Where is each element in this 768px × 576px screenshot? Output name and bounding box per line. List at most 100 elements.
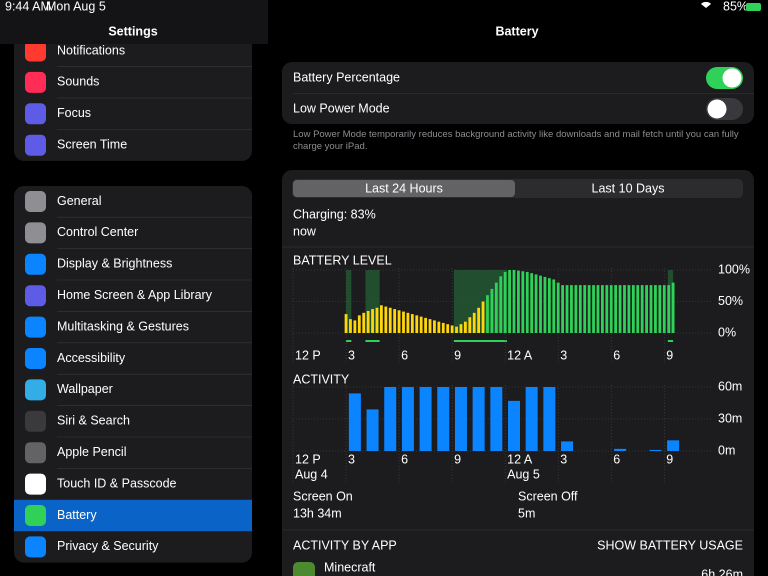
y-tick-label: 30m	[718, 411, 742, 425]
bar	[494, 282, 498, 333]
bar	[459, 324, 463, 333]
bar	[371, 309, 374, 333]
sidebar-item-label[interactable]: Sounds	[57, 75, 99, 89]
segment-selected	[293, 180, 515, 197]
sidebar-item-label[interactable]: Touch ID & Passcode	[57, 476, 177, 490]
bar	[503, 271, 507, 333]
x-tick-label: 12 A	[507, 452, 533, 466]
status-battery: 85%	[723, 0, 748, 13]
bar	[543, 387, 556, 451]
sidebar-icon	[25, 222, 46, 244]
bar	[477, 307, 481, 333]
bar	[618, 285, 622, 333]
bar	[349, 319, 352, 333]
charging-shade	[346, 270, 352, 333]
bar	[357, 315, 361, 333]
sidebar-item-label[interactable]: Battery	[57, 508, 97, 522]
bar	[481, 301, 485, 333]
screen-usage-label: Screen Off	[518, 489, 578, 503]
low-power-note: Low Power Mode temporarily reduces backg…	[293, 129, 739, 152]
bar	[636, 285, 640, 333]
bar	[614, 448, 627, 451]
bar	[486, 295, 489, 333]
sidebar-item-label[interactable]: Multitasking & Gestures	[57, 319, 189, 333]
sidebar-icon	[25, 536, 46, 558]
app-name: Minecraft	[324, 560, 376, 574]
sidebar-item-label[interactable]: Home Screen & App Library	[57, 288, 213, 302]
bar	[565, 285, 569, 333]
sidebar-item-label[interactable]: Apple Pencil	[57, 445, 127, 459]
toggle-knob	[722, 68, 742, 88]
bar	[654, 285, 657, 333]
sidebar-icon	[25, 379, 46, 401]
sidebar-item-label[interactable]: General	[57, 194, 101, 208]
bar	[410, 314, 414, 333]
bar	[552, 279, 556, 333]
segment-label[interactable]: Last 24 Hours	[365, 181, 443, 195]
y-tick-label: 100%	[718, 262, 750, 276]
bar	[454, 387, 467, 451]
sidebar-item-label[interactable]: Privacy & Security	[57, 539, 159, 553]
bar	[499, 276, 503, 333]
bar	[450, 325, 454, 333]
charging-shade	[453, 270, 507, 333]
sidebar-item-label[interactable]: Wallpaper	[57, 382, 113, 396]
bar	[468, 317, 472, 333]
sidebar-item-label[interactable]: Screen Time	[57, 137, 127, 151]
sidebar-item-label[interactable]: Focus	[57, 106, 91, 120]
segment-label[interactable]: Last 10 Days	[592, 181, 665, 195]
sidebar-item-label[interactable]: Accessibility	[57, 351, 126, 365]
x-tick-label: 3	[348, 452, 355, 466]
charging-marker	[453, 340, 507, 342]
bar	[348, 393, 361, 451]
sidebar-icon	[25, 316, 46, 338]
bar	[658, 285, 662, 333]
x-tick-label: 3	[560, 452, 567, 466]
bar	[525, 387, 538, 451]
sidebar-item-label[interactable]: Siri & Search	[57, 414, 130, 428]
x-tick-label: 6	[613, 452, 620, 466]
x-tick-label: 9	[666, 348, 673, 362]
sidebar-item-label[interactable]: Display & Brightness	[57, 257, 172, 271]
sidebar-item-label[interactable]: Control Center	[57, 225, 138, 239]
bar	[645, 285, 648, 333]
bar	[623, 285, 626, 333]
sidebar-icon	[25, 191, 46, 212]
x-tick-label: 12 P	[295, 452, 321, 466]
bar	[455, 326, 458, 333]
bar	[415, 315, 419, 333]
bar	[441, 322, 445, 333]
sidebar-item-label[interactable]: Notifications	[57, 43, 125, 57]
bar	[388, 307, 392, 333]
sidebar-header	[0, 0, 268, 44]
y-tick-label: 0m	[718, 443, 735, 457]
bar	[401, 387, 414, 451]
bar	[379, 305, 383, 333]
selected-row	[14, 499, 252, 532]
x-tick-label: 12 P	[295, 348, 321, 362]
chart-title: BATTERY LEVEL	[293, 253, 392, 267]
bar	[508, 270, 511, 333]
app-time: 6h 26m	[701, 567, 743, 576]
bar	[631, 285, 635, 333]
y-tick-label: 0%	[718, 325, 736, 339]
bar	[574, 285, 578, 333]
bar	[596, 285, 600, 333]
x-tick-label: 12 A	[507, 348, 533, 362]
show-usage-link[interactable]: SHOW BATTERY USAGE	[597, 538, 743, 552]
charging-marker	[365, 340, 380, 342]
toggle-label: Battery Percentage	[293, 70, 400, 84]
date-label: Aug 4	[295, 467, 328, 481]
battery-icon	[746, 3, 761, 11]
bar	[561, 285, 565, 333]
sidebar-icon	[25, 71, 46, 93]
charging-status: Charging: 83%	[293, 207, 376, 221]
bar	[592, 285, 595, 333]
bar	[543, 276, 547, 333]
bar	[384, 306, 388, 333]
screen-usage-value: 13h 34m	[293, 506, 342, 520]
x-tick-label: 3	[348, 348, 355, 362]
bar	[609, 285, 613, 333]
bar	[362, 312, 366, 333]
